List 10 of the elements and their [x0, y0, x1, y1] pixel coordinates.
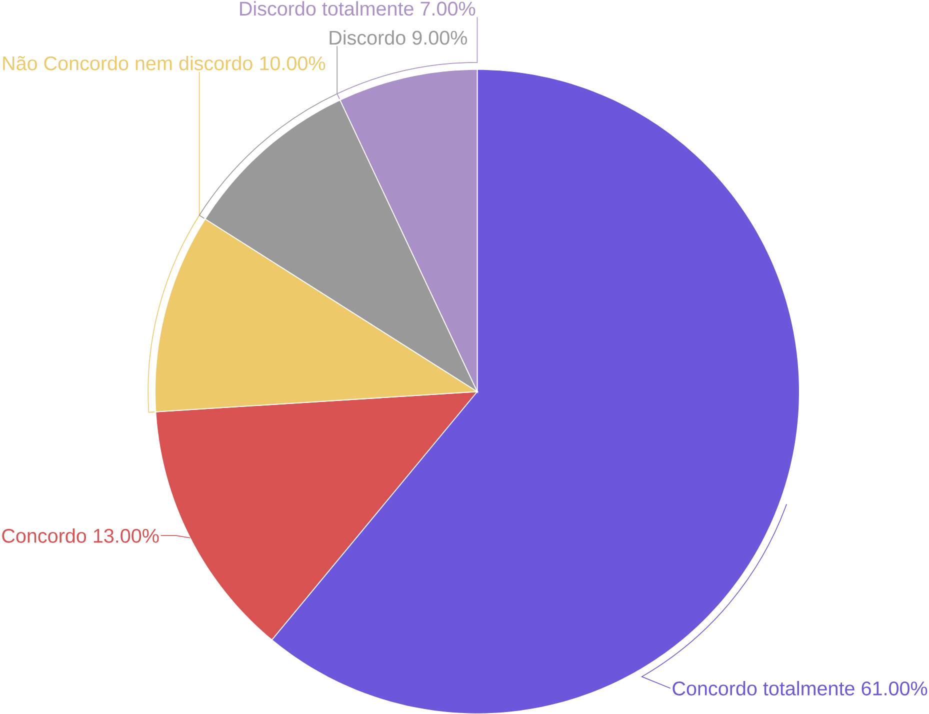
slice-label: Concordo totalmente — [672, 680, 854, 696]
data-label: 10.00% — [260, 56, 326, 70]
data-label: 7.00% — [420, 2, 476, 16]
slice-label: Discordo totalmente — [240, 1, 414, 16]
slice-label: Não Concordo nem discordo — [3, 56, 252, 70]
data-label: 13.00% — [94, 528, 159, 543]
data-label: 61.00% — [862, 681, 928, 696]
data-label: 9.00% — [412, 30, 467, 45]
slice-label: Discordo — [330, 30, 406, 45]
slice-label: Concordo — [2, 528, 86, 543]
